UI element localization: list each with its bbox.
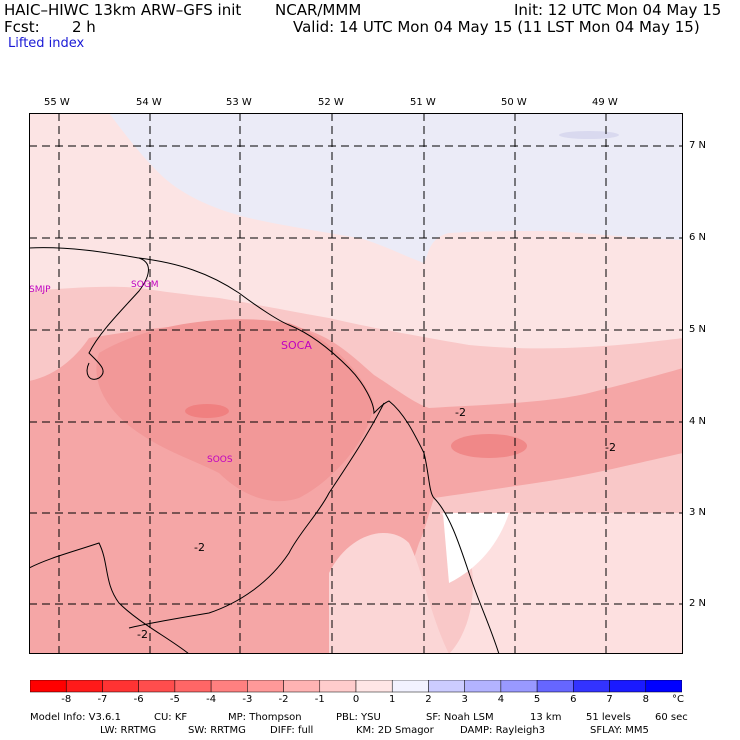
lon-label-54w: 54 W bbox=[136, 97, 162, 108]
colorbar-label: -1 bbox=[314, 694, 325, 705]
colorbar-swatch bbox=[102, 680, 139, 693]
colorbar-swatch bbox=[500, 680, 538, 693]
model-info-levels: 51 levels bbox=[586, 712, 631, 723]
model-info-res: 13 km bbox=[530, 712, 562, 723]
pale-south-east bbox=[441, 513, 683, 654]
ocean-cool-region bbox=[109, 113, 683, 263]
interior-red-region bbox=[96, 319, 375, 502]
lat-label-4n: 4 N bbox=[689, 416, 707, 427]
colorbar-label: 3 bbox=[461, 694, 468, 705]
coastal-red-spot bbox=[451, 434, 527, 458]
colorbar-label: -5 bbox=[169, 694, 180, 705]
station-label-smjp: SMJP bbox=[29, 285, 51, 295]
colorbar-swatch bbox=[283, 680, 321, 693]
lon-label-49w: 49 W bbox=[592, 97, 618, 108]
model-info-pbl: PBL: YSU bbox=[336, 712, 381, 723]
colorbar-swatch bbox=[210, 680, 248, 693]
colorbar-swatch bbox=[391, 680, 429, 693]
contour-label-3: -2 bbox=[194, 541, 205, 554]
map-frame bbox=[29, 113, 683, 654]
colorbar-swatch bbox=[464, 680, 502, 693]
colorbar-label: 1 bbox=[389, 694, 396, 705]
model-info-mp: MP: Thompson bbox=[228, 712, 302, 723]
model-info-sflay: SFLAY: MM5 bbox=[590, 725, 649, 736]
colorbar-label: -2 bbox=[278, 694, 289, 705]
coastline-borders bbox=[29, 247, 500, 654]
white-patch bbox=[443, 513, 509, 583]
lon-label-52w: 52 W bbox=[318, 97, 344, 108]
colorbar-swatch bbox=[428, 680, 465, 693]
contour-label-4: -2 bbox=[137, 628, 148, 641]
colorbar-swatch bbox=[609, 680, 647, 693]
model-info-sf: SF: Noah LSM bbox=[426, 712, 494, 723]
model-info-sw: SW: RRTMG bbox=[188, 725, 246, 736]
colorbar-label: 0 bbox=[352, 694, 360, 705]
colorbar-label: -8 bbox=[61, 694, 72, 705]
colorbar-swatch bbox=[319, 680, 357, 693]
colorbar-swatch bbox=[573, 680, 610, 693]
colorbar-swatch bbox=[247, 680, 284, 693]
lat-label-5n: 5 N bbox=[689, 324, 707, 335]
colorbar-swatch bbox=[138, 680, 176, 693]
lat-label-6n: 6 N bbox=[689, 232, 707, 243]
colorbar-swatch bbox=[174, 680, 212, 693]
colorbar-swatch bbox=[536, 680, 574, 693]
model-info-timestep: 60 sec bbox=[655, 712, 688, 723]
forecast-label: Fcst: bbox=[4, 18, 40, 36]
southern-pale-region bbox=[329, 533, 449, 654]
colorbar-label: 8 bbox=[642, 694, 649, 705]
colorbar-label: -4 bbox=[206, 694, 217, 705]
lat-label-7n: 7 N bbox=[689, 140, 707, 151]
colorbar-label: 7 bbox=[606, 694, 613, 705]
lon-label-55w: 55 W bbox=[44, 97, 70, 108]
colorbar-label: 6 bbox=[570, 694, 577, 705]
model-info-cu: CU: KF bbox=[154, 712, 188, 723]
contour-label-1: -2 bbox=[455, 406, 466, 419]
model-info-version: Model Info: V3.6.1 bbox=[30, 712, 121, 723]
model-info-km: KM: 2D Smagor bbox=[356, 725, 434, 736]
valid-time: Valid: 14 UTC Mon 04 May 15 (11 LST Mon … bbox=[293, 18, 700, 36]
contour-label-2: -2 bbox=[605, 441, 616, 454]
lon-label-50w: 50 W bbox=[501, 97, 527, 108]
lon-label-51w: 51 W bbox=[410, 97, 436, 108]
forecast-value: 2 h bbox=[72, 18, 96, 36]
model-info-damp: DAMP: Rayleigh3 bbox=[460, 725, 546, 736]
org-label: NCAR/MMM bbox=[275, 1, 362, 19]
colorbar-label: 2 bbox=[425, 694, 432, 705]
colorbar bbox=[30, 680, 682, 693]
interior-red-spot bbox=[185, 404, 229, 418]
model-info-lw: LW: RRTMG bbox=[100, 725, 157, 736]
colorbar-swatch bbox=[30, 680, 67, 693]
colorbar-label: -6 bbox=[133, 694, 144, 705]
colorbar-label: 4 bbox=[497, 694, 505, 705]
model-info-diff: DIFF: full bbox=[270, 725, 314, 736]
lat-lon-grid bbox=[29, 113, 683, 654]
colorbar-swatch bbox=[65, 680, 103, 693]
station-label-soos: SOOS bbox=[207, 455, 233, 465]
ocean-cool-spot bbox=[559, 131, 619, 139]
colorbar-swatch bbox=[355, 680, 393, 693]
station-label-soca: SOCA bbox=[281, 339, 312, 352]
init-time: Init: 12 UTC Mon 04 May 15 bbox=[514, 1, 722, 19]
model-title: HAIC–HIWC 13km ARW–GFS init bbox=[4, 1, 242, 19]
station-label-sogm: SOGM bbox=[131, 280, 159, 290]
lat-label-3n: 3 N bbox=[689, 507, 707, 518]
lon-label-53w: 53 W bbox=[226, 97, 252, 108]
colorbar-unit: °C bbox=[672, 694, 684, 705]
field-name: Lifted index bbox=[8, 36, 85, 51]
colorbar-label: -3 bbox=[242, 694, 253, 705]
colorbar-swatch bbox=[645, 680, 682, 693]
colorbar-label: -7 bbox=[97, 694, 108, 705]
lat-label-2n: 2 N bbox=[689, 598, 707, 609]
colorbar-label: 5 bbox=[533, 694, 541, 705]
lifted-index-map: -2 -2 -2 -2 SMJP SOGM SOCA SOOS bbox=[29, 113, 683, 654]
